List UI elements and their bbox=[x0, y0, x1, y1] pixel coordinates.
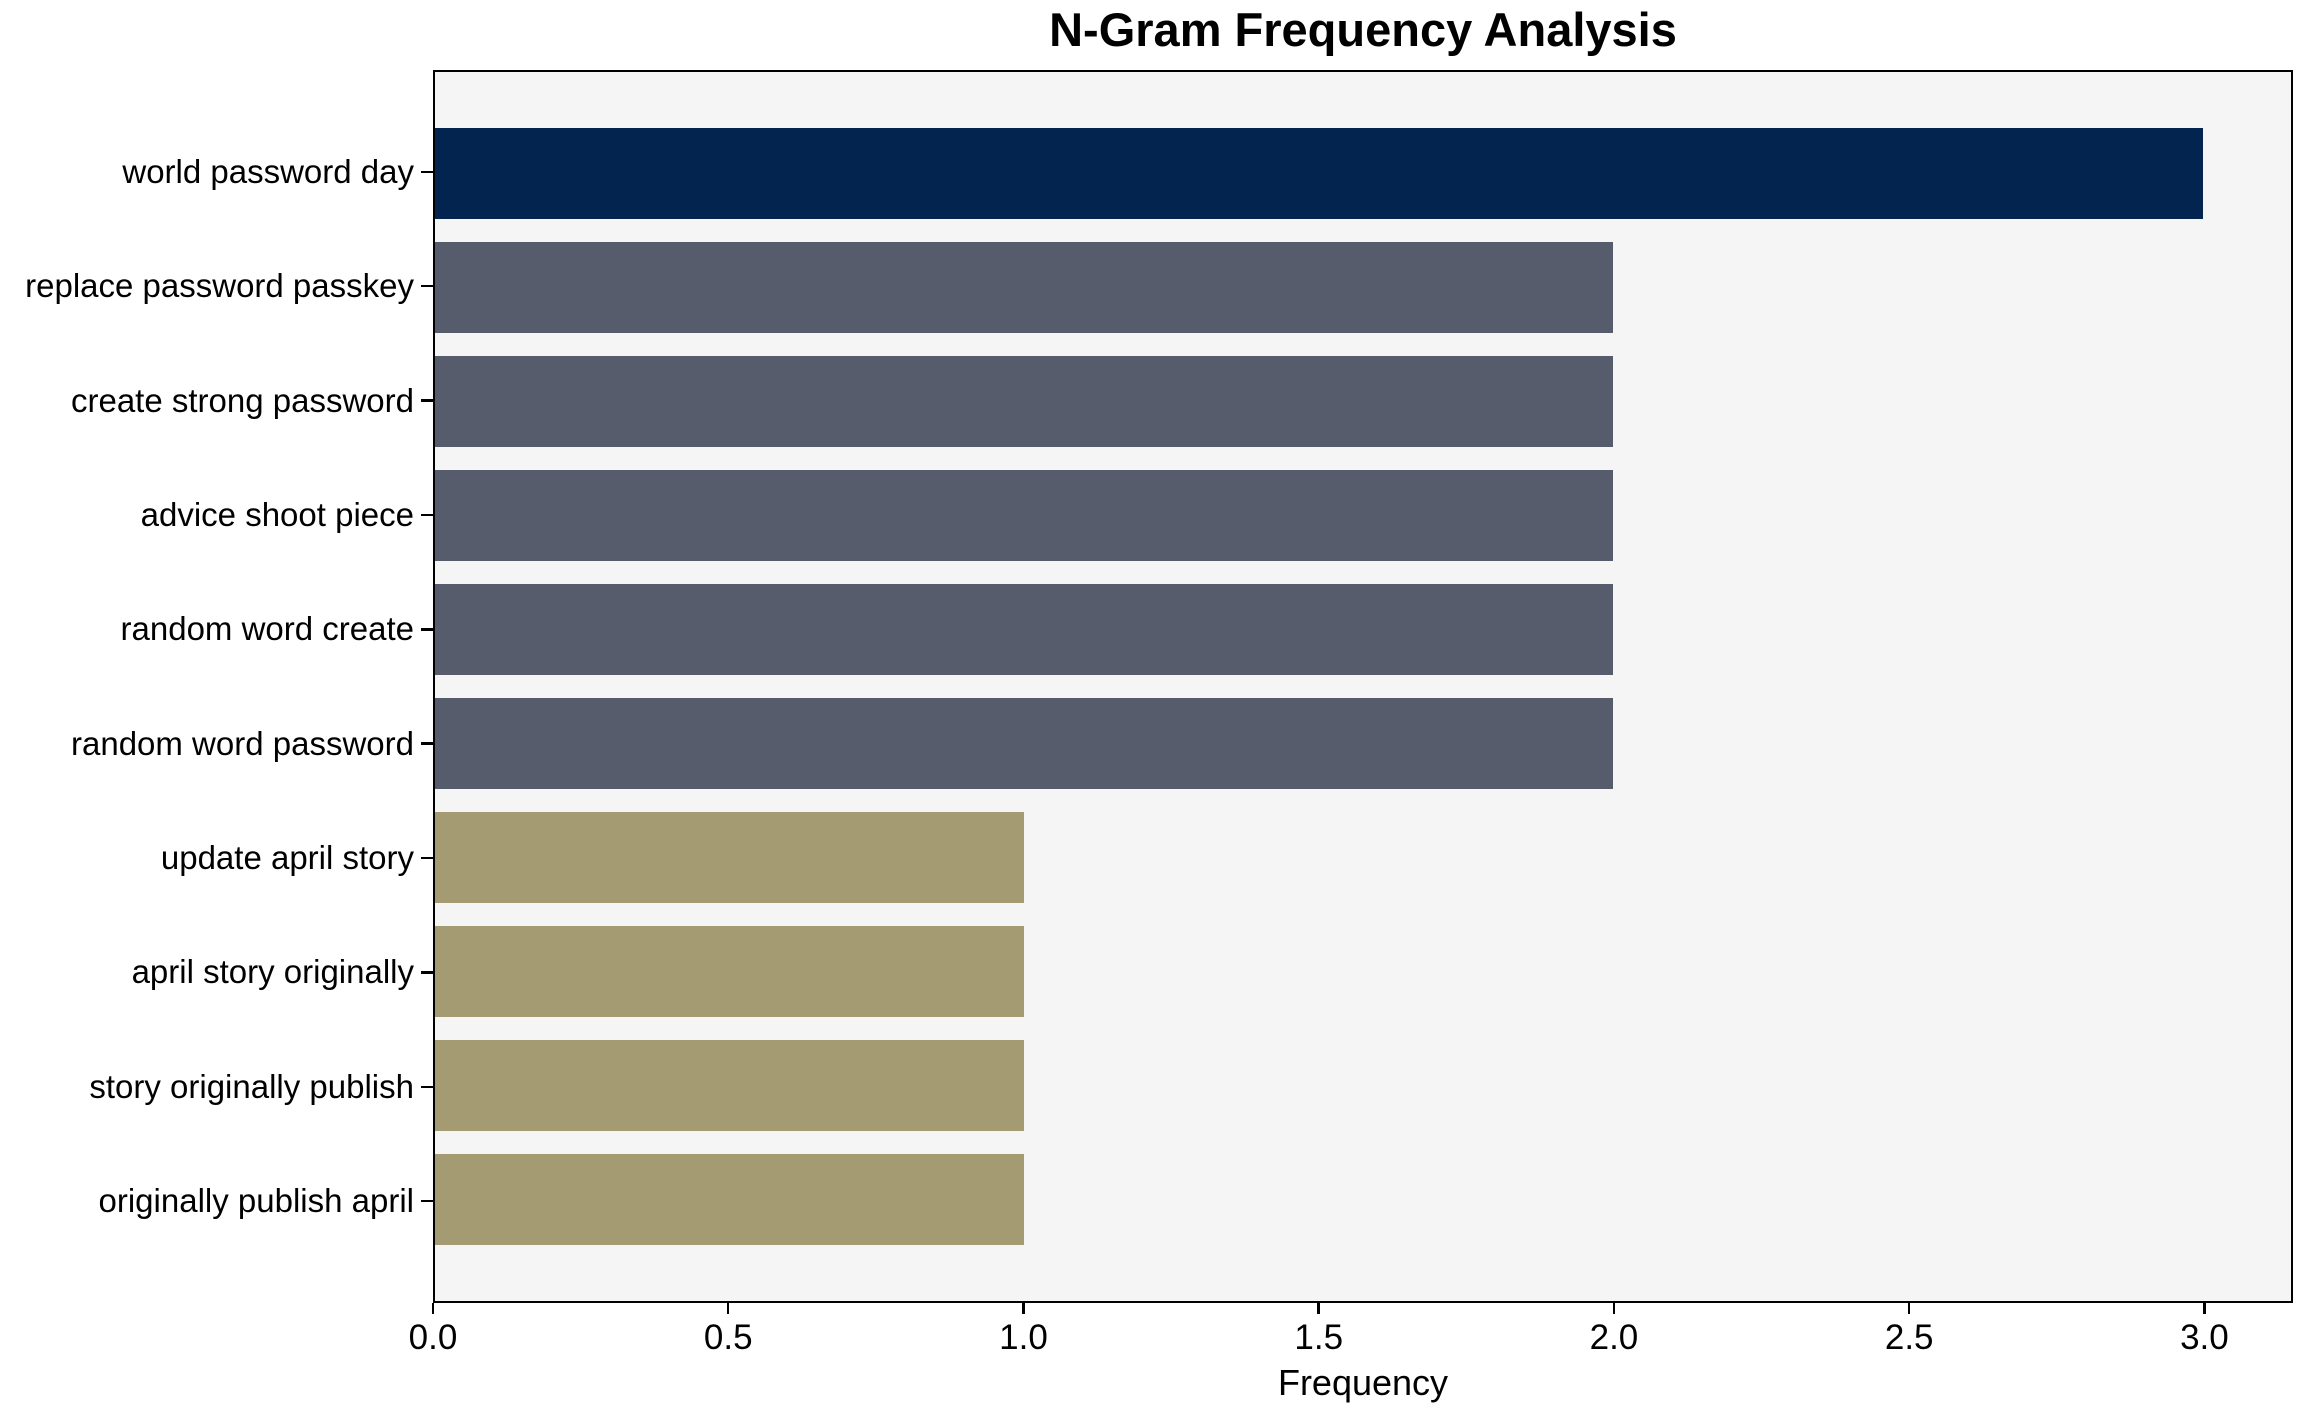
y-tick-label: world password day bbox=[122, 152, 414, 190]
chart-title: N-Gram Frequency Analysis bbox=[1049, 3, 1677, 56]
y-tick-mark bbox=[421, 856, 433, 860]
y-tick-label: create strong password bbox=[70, 381, 414, 419]
x-tick-mark bbox=[1907, 1303, 1911, 1314]
bar bbox=[435, 241, 1614, 334]
y-tick-mark bbox=[421, 399, 433, 402]
y-tick-label: april story originally bbox=[131, 953, 414, 991]
x-tick-mark bbox=[431, 1303, 435, 1314]
x-tick-mark bbox=[726, 1303, 730, 1314]
x-tick-label: 0.0 bbox=[408, 1318, 458, 1357]
y-tick-label: random word create bbox=[120, 610, 414, 648]
y-tick-label: replace password passkey bbox=[25, 267, 414, 305]
bar bbox=[435, 469, 1614, 562]
bar bbox=[435, 811, 1025, 904]
y-axis-labels: world password day replace password passk… bbox=[0, 70, 414, 1303]
x-tick-mark bbox=[1317, 1303, 1320, 1314]
x-tick-mark bbox=[1022, 1303, 1025, 1314]
y-tick-label: originally publish april bbox=[98, 1182, 415, 1220]
x-tick-label: 1.0 bbox=[999, 1318, 1048, 1357]
x-tick-label: 3.0 bbox=[2180, 1318, 2229, 1357]
x-tick-label: 1.5 bbox=[1294, 1318, 1344, 1357]
y-tick-mark bbox=[421, 1085, 433, 1089]
y-tick-label: advice shoot piece bbox=[140, 495, 414, 533]
x-tick-label: 0.5 bbox=[703, 1318, 753, 1357]
y-tick-mark bbox=[421, 284, 433, 288]
x-tick-label: 2.5 bbox=[1884, 1318, 1934, 1357]
bar bbox=[435, 1039, 1025, 1132]
bar bbox=[435, 697, 1614, 790]
y-tick-mark bbox=[421, 742, 433, 745]
y-tick-mark bbox=[421, 513, 433, 517]
y-tick-label: update april story bbox=[160, 839, 414, 877]
bar bbox=[435, 583, 1614, 676]
y-tick-mark bbox=[421, 1199, 433, 1203]
bar bbox=[435, 925, 1025, 1018]
y-tick-mark bbox=[421, 971, 433, 974]
y-tick-label: random word password bbox=[71, 724, 414, 762]
y-tick-mark bbox=[421, 170, 433, 174]
x-tick-label: 2.0 bbox=[1589, 1318, 1639, 1357]
bar bbox=[435, 355, 1614, 448]
y-tick-mark bbox=[421, 628, 433, 631]
y-tick-label: story originally publish bbox=[89, 1067, 414, 1105]
x-tick-mark bbox=[2203, 1303, 2206, 1314]
plot-area bbox=[433, 70, 2293, 1303]
x-axis-title: Frequency bbox=[1277, 1362, 1449, 1403]
bar bbox=[435, 127, 2203, 220]
bar bbox=[435, 1153, 1025, 1246]
x-tick-mark bbox=[1612, 1303, 1616, 1314]
